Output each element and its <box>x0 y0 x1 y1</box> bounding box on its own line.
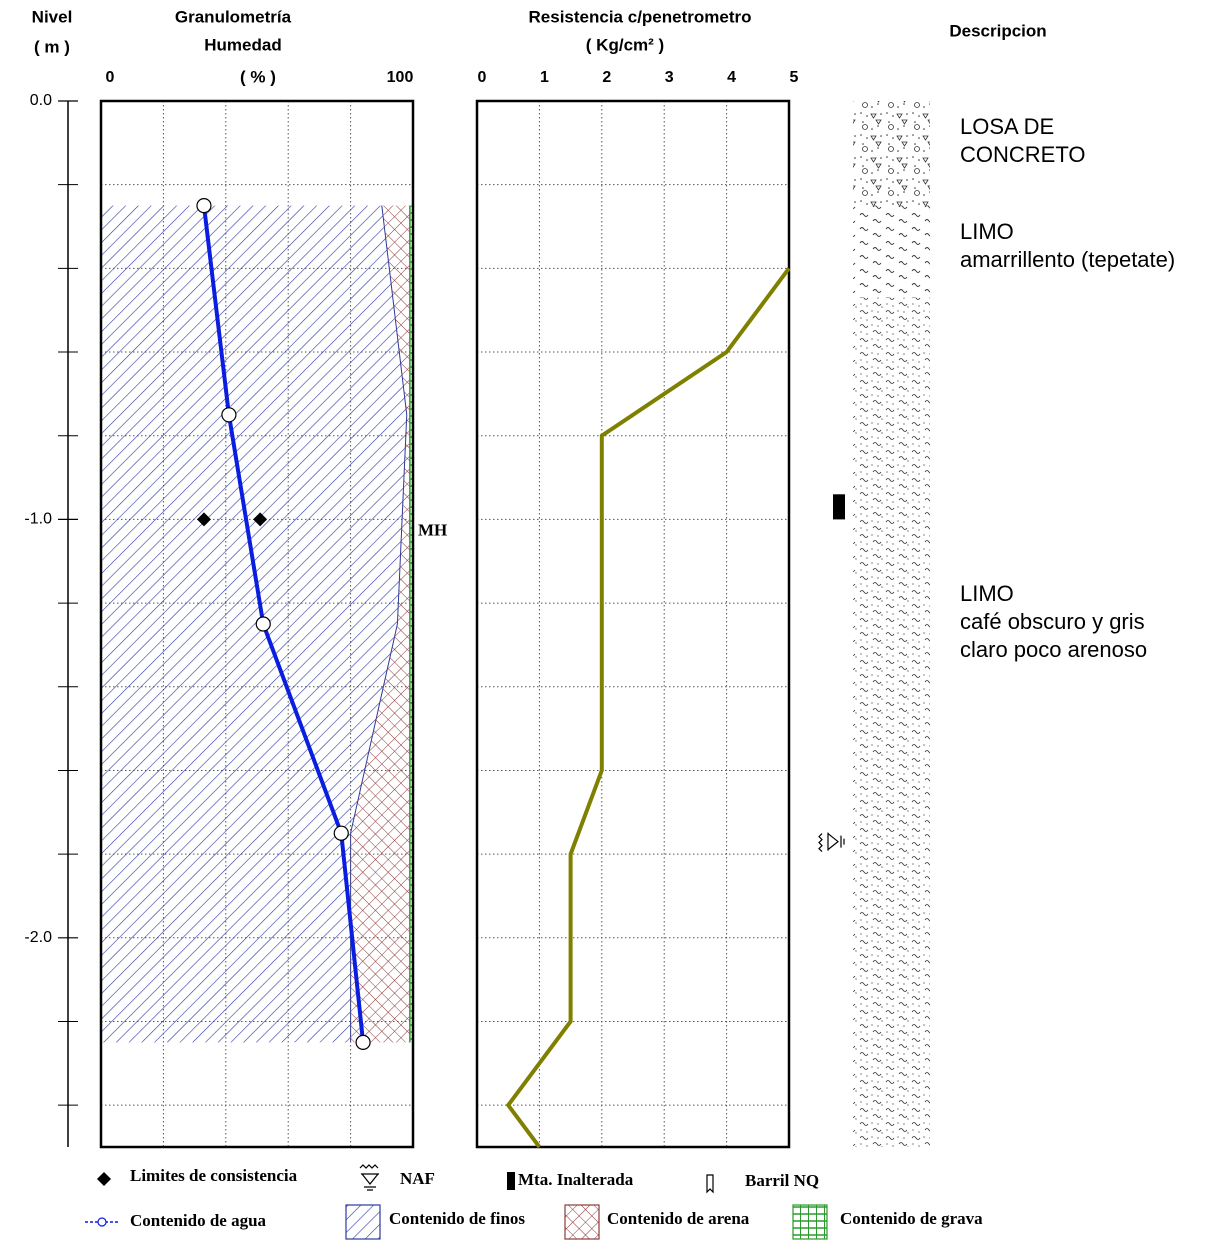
sample-marker <box>833 494 845 520</box>
legend-swatch <box>792 1204 828 1240</box>
layer-description: LIMO <box>960 219 1014 244</box>
water-content-point <box>333 825 349 841</box>
legend-swatch <box>345 1204 381 1240</box>
water-content-point <box>196 198 212 214</box>
naf-icon <box>359 1164 380 1191</box>
x-tick-label: 4 <box>727 69 736 86</box>
classification-label: MH <box>418 520 447 539</box>
water-content-point <box>221 407 237 423</box>
x-tick-label: 1 <box>540 69 549 86</box>
legend-diamond <box>97 1172 111 1186</box>
soil-layer <box>853 205 930 298</box>
legend-label: Contenido de arena <box>607 1209 750 1228</box>
x-tick-label: 0 <box>106 69 115 86</box>
legend-label: Mta. Inalterada <box>518 1170 634 1189</box>
resistance-line <box>505 267 791 1149</box>
description-title: Descripcion <box>949 21 1046 40</box>
legend-label: Contenido de grava <box>840 1209 983 1228</box>
depth-title: Nivel <box>32 7 73 26</box>
x-tick-label: 100 <box>387 69 414 86</box>
depth-unit: ( m ) <box>34 37 70 56</box>
layer-description: LOSA DE <box>960 114 1054 139</box>
legend-label: Contenido de finos <box>389 1209 525 1228</box>
naf-icon-shape <box>359 1164 380 1191</box>
legend-label: Contenido de agua <box>130 1211 267 1230</box>
panel-frame <box>475 99 791 1149</box>
legend-water-point <box>97 1217 107 1227</box>
granulo-title: Granulometría <box>175 7 292 26</box>
fraction-area <box>101 205 407 1043</box>
x-tick-label: 3 <box>665 69 674 86</box>
granulo-unit: ( % ) <box>240 67 276 86</box>
x-tick-label: 5 <box>790 69 799 86</box>
depth-tick-label: -2.0 <box>24 929 52 946</box>
consistency-limit <box>253 512 268 527</box>
water-content-point <box>255 616 271 632</box>
panel-frame <box>99 99 415 1149</box>
fraction-area <box>350 205 410 1043</box>
legend-swatch <box>564 1204 600 1240</box>
panel-frame-bg <box>477 101 789 1147</box>
legend-barril <box>706 1174 714 1194</box>
soil-layer <box>853 101 930 206</box>
legend-label: Limites de consistencia <box>130 1166 298 1185</box>
layer-description: café obscuro y gris <box>960 609 1145 634</box>
x-tick-label: 2 <box>602 69 611 86</box>
legend-label: Barril NQ <box>745 1171 819 1190</box>
depth-tick-label: -1.0 <box>24 511 52 528</box>
naf-icon <box>818 832 845 852</box>
water-content-point <box>355 1034 371 1051</box>
soil-layer <box>853 297 930 1147</box>
layer-description: claro poco arenoso <box>960 637 1147 662</box>
resist-unit: ( Kg/cm² ) <box>586 35 664 54</box>
layer-description: CONCRETO <box>960 142 1086 167</box>
consistency-limit <box>196 512 211 527</box>
naf-icon-shape <box>818 832 845 852</box>
layer-description: amarrillento (tepetate) <box>960 247 1175 272</box>
resist-title: Resistencia c/penetrometro <box>529 7 752 26</box>
legend-label: NAF <box>400 1169 435 1188</box>
legend-sample <box>507 1172 515 1190</box>
x-tick-label: 0 <box>478 69 487 86</box>
granulo-subtitle: Humedad <box>204 35 281 54</box>
depth-tick-label: 0.0 <box>30 92 52 109</box>
layer-description: LIMO <box>960 581 1014 606</box>
